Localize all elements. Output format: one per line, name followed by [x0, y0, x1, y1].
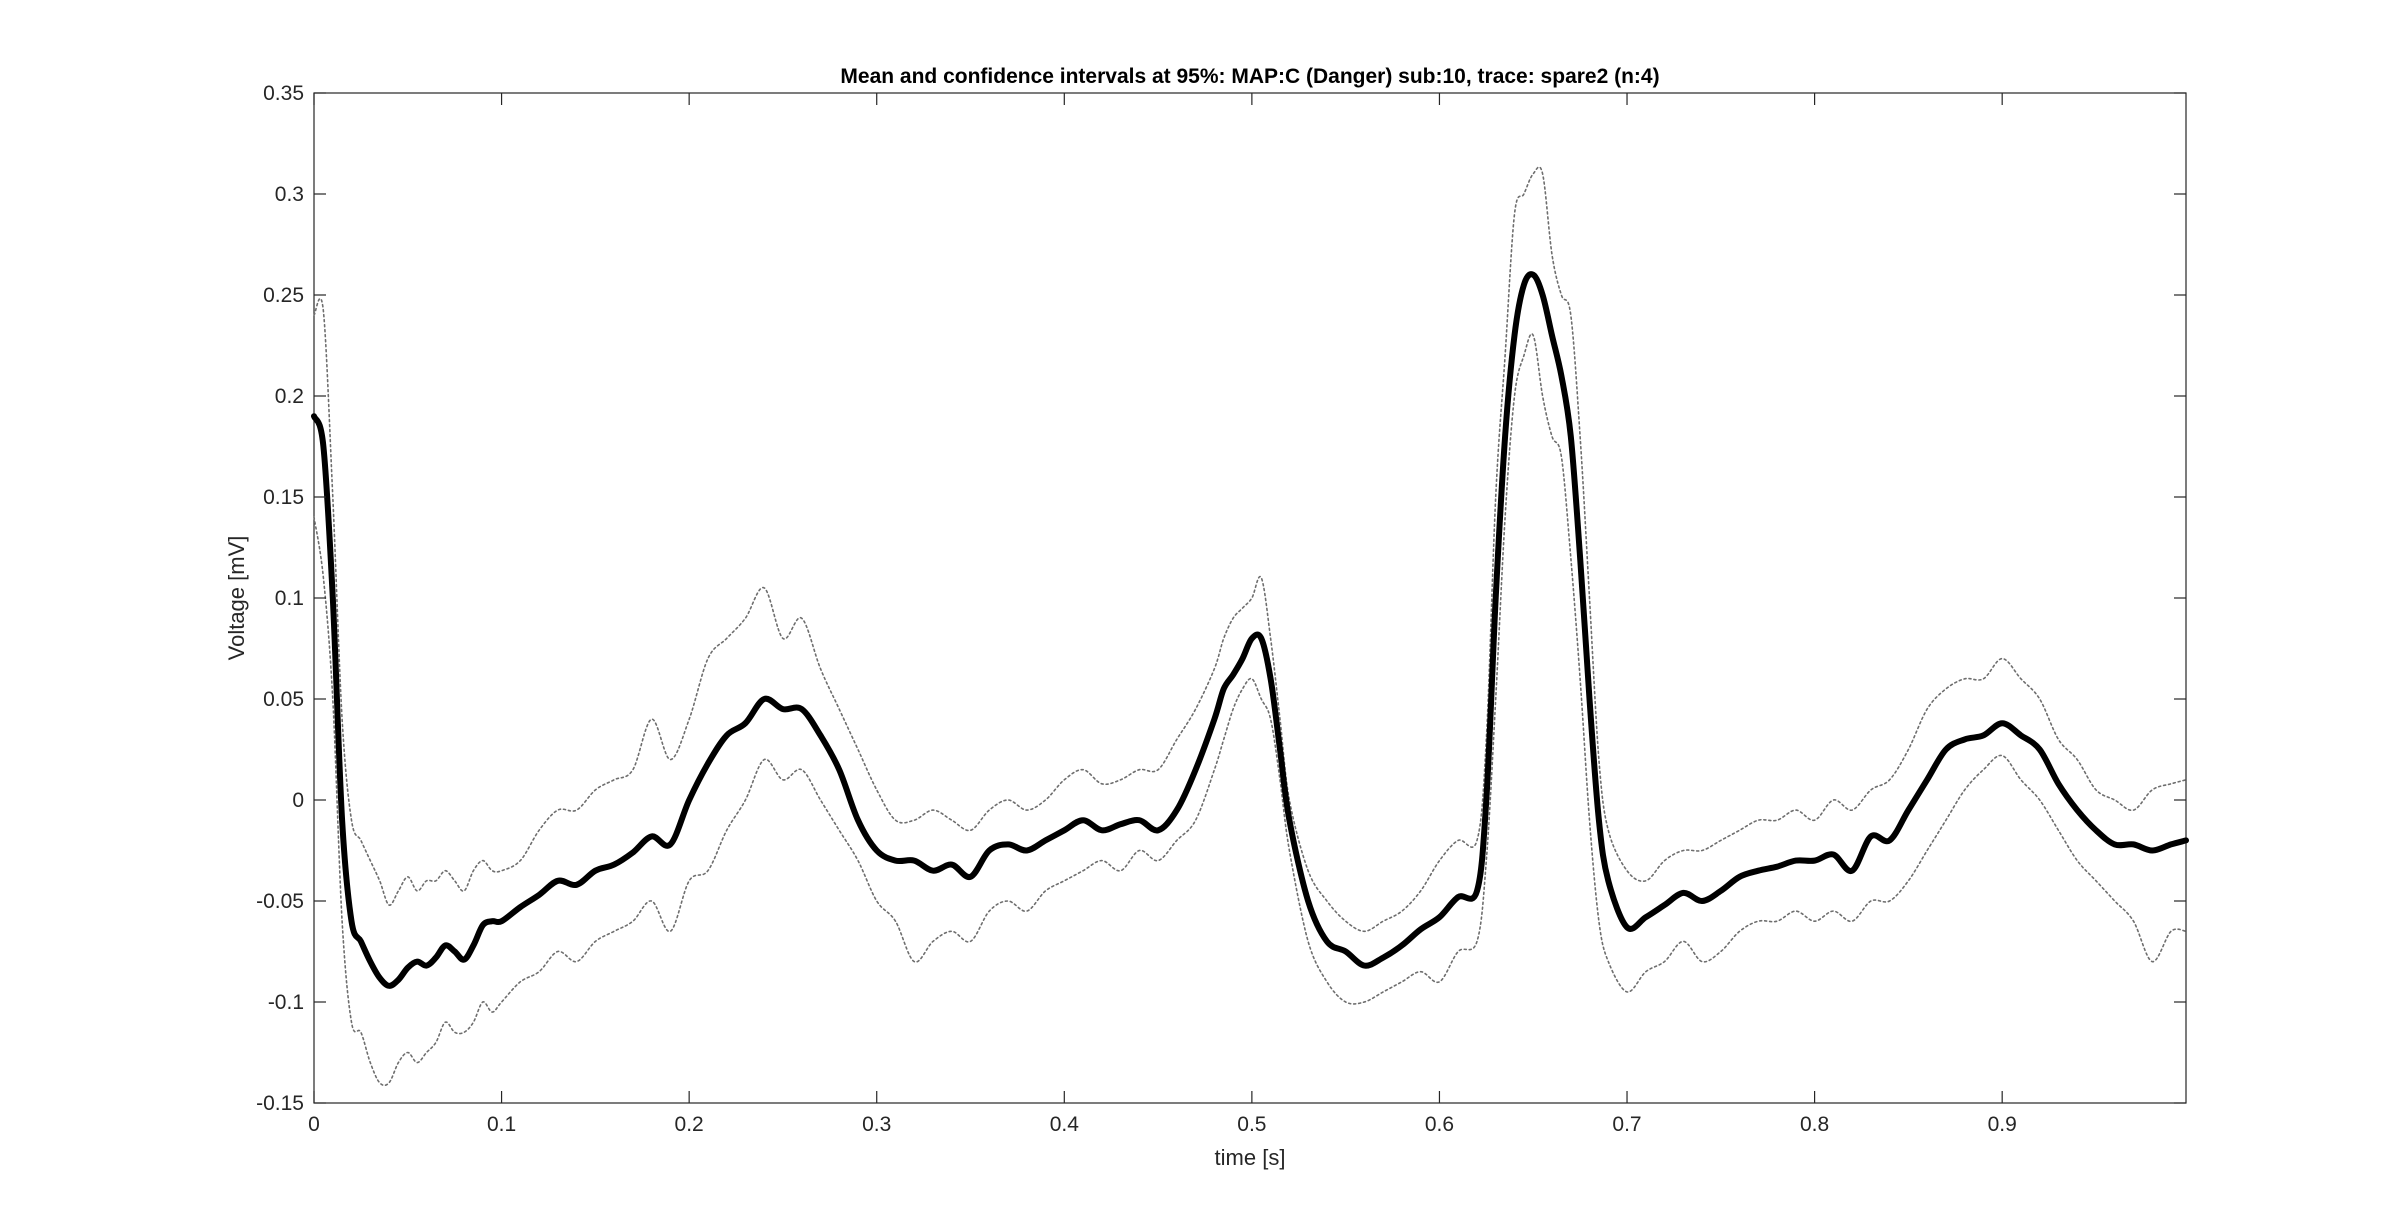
mean-line	[311, 271, 2189, 989]
lower-ci-line	[313, 333, 2187, 1087]
y-tick-label: 0.35	[263, 82, 304, 105]
x-tick-label: 0.2	[675, 1113, 704, 1136]
x-axis-label: time [s]	[1215, 1145, 1286, 1170]
axes-box	[313, 92, 2187, 1104]
x-tick-label: 0.6	[1425, 1113, 1454, 1136]
y-tick-label: 0.1	[275, 587, 304, 610]
y-tick-label: 0	[292, 789, 304, 812]
plot-area	[311, 92, 2189, 1104]
y-tick-label: 0.25	[263, 284, 304, 307]
x-tick-label: 0.9	[1988, 1113, 2017, 1136]
x-tick-label: 0.3	[862, 1113, 891, 1136]
y-tick-label: -0.1	[268, 991, 304, 1014]
x-tick-label: 0	[308, 1113, 320, 1136]
x-tick-label: 0.4	[1050, 1113, 1080, 1136]
x-tick-label: 0.1	[487, 1113, 516, 1136]
y-tick-label: 0.2	[275, 385, 304, 408]
y-axis-ticks: -0.15 -0.1 -0.05 0 0.05 0.1 0.15 0.2 0.25 0.3 0.35	[256, 82, 2186, 1115]
y-tick-label: 0.05	[263, 688, 304, 711]
x-tick-label: 0.5	[1237, 1113, 1266, 1136]
y-tick-label: 0.3	[275, 183, 304, 206]
y-axis-label: Voltage [mV]	[224, 536, 249, 661]
chart-title: Mean and confidence intervals at 95%: MA…	[840, 65, 1659, 88]
y-tick-label: -0.15	[256, 1092, 304, 1115]
x-tick-label: 0.7	[1612, 1113, 1641, 1136]
upper-ci-line	[313, 166, 2187, 933]
y-tick-label: -0.05	[256, 890, 304, 913]
series-lines	[311, 166, 2189, 1087]
y-tick-label: 0.15	[263, 486, 304, 509]
x-tick-label: 0.8	[1800, 1113, 1829, 1136]
x-axis-ticks: 0 0.1 0.2 0.3 0.4 0.5 0.6 0.7 0.8 0.9	[308, 93, 2017, 1136]
